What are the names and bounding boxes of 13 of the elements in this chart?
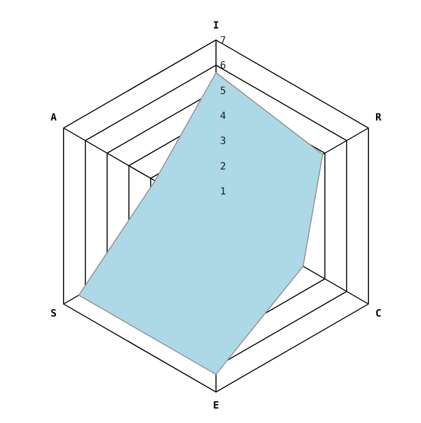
y-tick-label: 1 (220, 186, 226, 198)
y-tick-label: 3 (220, 136, 226, 148)
spoke-label: C (375, 308, 382, 320)
y-tick-label: 7 (220, 36, 226, 47)
spoke-label: S (50, 308, 57, 320)
y-tick-label: 6 (220, 60, 226, 72)
spoke-label: E (212, 400, 220, 412)
spoke-label: I (212, 20, 220, 32)
y-tick-label: 2 (220, 161, 226, 172)
y-tick-label: 4 (220, 111, 226, 122)
spoke-label: A (50, 112, 57, 124)
spoke-label: R (375, 112, 382, 124)
y-tick-label: 5 (220, 86, 226, 97)
